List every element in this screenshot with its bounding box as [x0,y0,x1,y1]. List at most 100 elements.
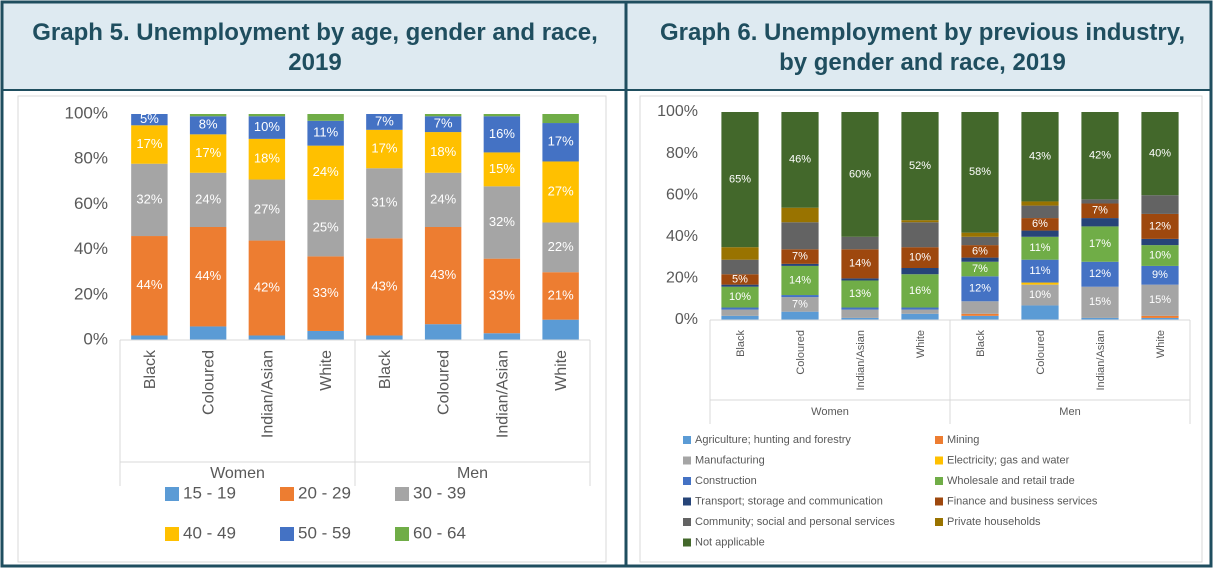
bar-segment [1021,230,1059,237]
x-tick-label: White [553,350,570,391]
bar-segment [307,256,344,331]
bar-segment [781,249,819,264]
bar-segment [542,272,579,320]
legend-swatch [280,527,294,541]
x-tick-label: Indian/Asian [855,330,867,391]
legend-swatch [683,436,691,444]
data-label: 16% [489,126,515,141]
data-label: 46% [789,154,811,166]
bar-segment [1081,112,1119,200]
data-label: 17% [548,134,574,149]
data-label: 12% [969,283,991,295]
x-tick-label: Black [975,330,987,357]
bar-segment [542,161,579,223]
data-label: 24% [430,191,456,206]
data-label: 7% [434,116,453,131]
data-label: 16% [909,285,931,297]
bar-segment [542,123,579,162]
bar-segment [424,114,462,117]
bar-segment [841,307,879,310]
bar-segment [721,259,759,275]
bar-segment [307,330,344,340]
data-label: 10% [254,119,280,134]
data-label: 8% [199,117,218,132]
x-tick-label: Black [377,349,394,389]
header-bg [2,2,1211,90]
bar-segment [1021,305,1059,320]
bar-segment [1081,226,1119,262]
legend-swatch [935,456,943,465]
bar-segment [131,335,168,340]
bar-segment [781,295,819,298]
data-label: 27% [548,183,574,198]
data-label: 9% [1152,269,1168,281]
bar-segment [1141,112,1179,196]
data-label: 52% [909,160,931,172]
bar-segment [781,297,819,312]
data-label: 33% [489,287,515,302]
bar-segment [901,268,939,275]
data-label: 14% [849,258,871,270]
bar-segment [131,163,168,237]
data-label: 25% [313,220,339,235]
x-tick-label: White [1155,330,1167,358]
bar-segment [781,311,819,320]
data-label: 11% [313,125,338,140]
bar-segment [961,276,999,302]
bar-segment [961,313,999,316]
x-tick-label: Coloured [436,350,453,415]
bar-segment [781,222,819,250]
bar-segment [841,278,879,281]
bar-segment [1141,195,1179,214]
bar-segment [424,132,462,173]
legend-label: Community; social and personal services [695,516,895,528]
legend-swatch [395,527,409,541]
bar-segment [841,236,879,250]
data-label: 7% [792,250,808,262]
legend-label: Transport; storage and communication [695,495,883,507]
data-label: 13% [849,288,871,300]
legend-label: Mining [947,434,979,446]
legend-label: Agriculture; hunting and forestry [695,434,851,446]
data-label: 10% [909,252,931,264]
bar-segment [189,326,227,340]
y-tick-label: 20% [74,284,108,303]
x-tick-label: White [915,330,927,358]
bar-segment [366,129,403,169]
bar-segment [1081,261,1119,287]
legend-swatch [165,527,179,541]
bar-segment [961,245,999,258]
bar-segment [901,222,939,248]
bar-segment [961,315,999,320]
bar-segment [248,116,286,139]
x-tick-label: Coloured [1035,330,1047,375]
bar-segment [248,179,286,241]
bar-segment [781,207,819,223]
legend-label: Electricity; gas and water [947,454,1070,466]
bar-segment [542,222,579,273]
bar-segment [366,335,403,340]
bar-segment [781,263,819,266]
bar-segment [248,114,286,117]
bar-segment [901,313,939,320]
legend-label: 30 - 39 [413,483,466,502]
data-label: 11% [1029,265,1050,277]
legend-swatch [935,518,943,526]
bar-segment [961,257,999,262]
data-label: 44% [136,277,162,292]
bar-segment [424,172,462,227]
y-tick-label: 40% [666,228,698,245]
bar-segment [901,220,939,223]
bar-segment [1141,315,1179,318]
y-tick-label: 80% [666,145,698,162]
y-tick-label: 40% [74,239,108,258]
legend-swatch [683,538,691,547]
legend-label: Wholesale and retail trade [947,475,1075,487]
data-label: 32% [489,214,515,229]
x-tick-label: Indian/Asian [494,350,511,438]
data-label: 65% [729,174,751,186]
bar-segment [1141,317,1179,320]
